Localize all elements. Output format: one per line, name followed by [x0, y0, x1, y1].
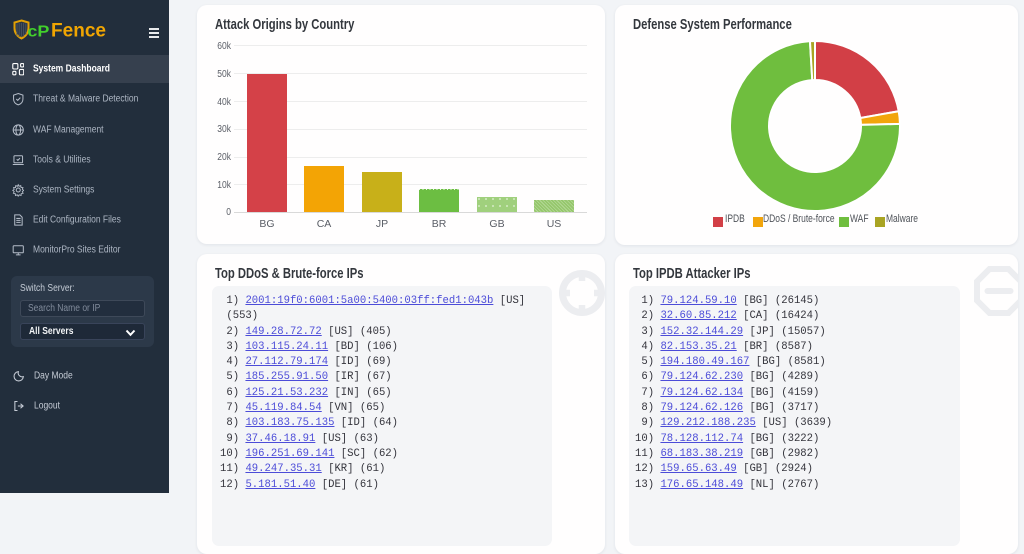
svg-text:Fence: Fence	[51, 21, 106, 42]
svg-text:cP: cP	[27, 24, 49, 41]
